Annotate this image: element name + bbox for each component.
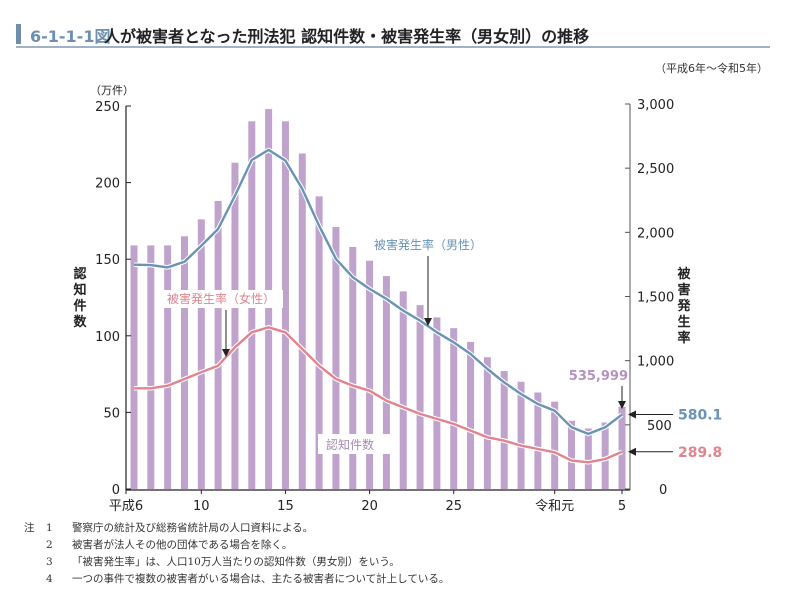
arrow-head-icon	[424, 318, 432, 326]
right-axis-label: 生	[677, 314, 690, 330]
bar-21	[382, 276, 390, 489]
left-axis-label: 知	[73, 282, 86, 298]
left-tick-label: 0	[112, 483, 120, 498]
note-text: 一つの事件で複数の被害者がいる場合は、主たる被害者について計上している。	[72, 573, 450, 585]
bar-16	[298, 153, 306, 489]
bar-28	[500, 371, 508, 489]
bar-30	[534, 392, 542, 489]
note-row: 3 「被害発生率」は、人口10万人当たりの認知件数（男女別）をいう。	[24, 554, 449, 571]
bar-22	[399, 291, 407, 489]
bar-7	[147, 245, 155, 489]
x-tick-label: 25	[445, 499, 462, 514]
left-tick-label: 150	[95, 253, 120, 268]
bar-8	[164, 245, 172, 489]
bar-26	[467, 341, 475, 489]
left-axis-unit: （万件）	[90, 84, 134, 97]
right-tick-label: 3,000	[637, 98, 674, 113]
left-tick-label: 250	[95, 100, 120, 115]
bar-12	[231, 162, 239, 489]
bar-18	[332, 227, 340, 489]
note-number: 3	[46, 556, 53, 568]
bar-15	[281, 121, 289, 489]
note-text: 警察庁の統計及び総務省統計局の人口資料による。	[72, 522, 314, 534]
bar-3	[584, 428, 592, 489]
x-tick-label: 令和元	[535, 499, 574, 514]
note-row: 2 被害者が法人その他の団体である場合を除く。	[24, 537, 449, 554]
right-tick-label: 2,500	[637, 162, 674, 177]
right-axis-label: 発	[676, 298, 691, 314]
bar-10	[197, 219, 205, 490]
male-series-label: 被害発生率（男性）	[374, 237, 482, 252]
x-tick-label: 20	[361, 499, 378, 514]
note-text: 被害者が法人その他の団体である場合を除く。	[72, 539, 293, 551]
x-tick-label: 10	[193, 499, 210, 514]
bar-4	[601, 422, 609, 489]
right-tick-label: 2,000	[637, 226, 674, 241]
note-row: 注 1 警察庁の統計及び総務省統計局の人口資料による。	[24, 520, 449, 537]
title-marker	[16, 24, 21, 44]
left-tick-label: 50	[103, 406, 120, 421]
right-tick-label: 0	[659, 483, 667, 498]
right-tick-label: 500	[647, 419, 672, 434]
female-latest-value: 289.8	[678, 445, 722, 461]
male-latest-value: 580.1	[678, 408, 722, 424]
bar-11	[214, 200, 222, 489]
bar-令和元	[551, 401, 559, 489]
figure-title: 人が被害者となった刑法犯 認知件数・被害発生率（男女別）の推移	[104, 27, 590, 46]
right-tick-label: 1,500	[637, 291, 674, 306]
bar-17	[315, 196, 323, 489]
notes: 注 1 警察庁の統計及び総務省統計局の人口資料による。 2 被害者が法人その他の団体で…	[24, 520, 449, 588]
bars-latest-value: 535,999	[569, 369, 628, 384]
bar-19	[349, 246, 357, 489]
female-label-bg	[163, 290, 283, 308]
bar-2	[568, 420, 576, 489]
bar-25	[450, 328, 458, 489]
figure-number: 6-1-1-1図	[30, 27, 111, 46]
bar-23	[416, 305, 424, 489]
right-axis-label: 率	[677, 330, 690, 346]
note-row: 4 一つの事件で複数の被害者がいる場合は、主たる被害者について計上している。	[24, 571, 449, 588]
bar-9	[180, 236, 188, 489]
note-number: 4	[46, 573, 53, 585]
bar-label-bg	[318, 434, 390, 454]
bar-series-label: 認知件数	[326, 437, 374, 452]
arrow-head-icon	[628, 447, 636, 456]
period-label: （平成6年～令和5年）	[655, 62, 768, 75]
female-rate-line	[134, 326, 623, 464]
male-rate-line	[133, 148, 623, 436]
x-tick-label: 平成6	[109, 499, 143, 514]
right-axis-label: 被	[676, 266, 691, 282]
bar-24	[433, 317, 441, 489]
x-tick-label: 15	[277, 499, 294, 514]
bar-27	[483, 357, 491, 489]
figure-title-bar: 6-1-1-1図 人が被害者となった刑法犯 認知件数・被害発生率（男女別）の推移	[16, 22, 770, 48]
note-text: 「被害発生率」は、人口10万人当たりの認知件数（男女別）をいう。	[72, 556, 400, 568]
male-label-bg	[370, 236, 484, 253]
right-axis-label: 害	[677, 282, 690, 298]
left-axis-label: 件	[73, 298, 86, 314]
bar-平成6	[130, 245, 138, 489]
note-head: 注	[24, 522, 35, 534]
left-axis-label: 認	[73, 266, 86, 282]
left-tick-label: 200	[95, 177, 120, 192]
left-tick-label: 100	[95, 330, 120, 345]
bar-20	[366, 260, 374, 489]
right-tick-label: 1,000	[637, 355, 674, 370]
arrow-head-icon	[628, 410, 636, 419]
left-axis-label: 数	[73, 314, 87, 330]
arrow-head-icon	[222, 349, 230, 357]
female-series-label: 被害発生率（女性）	[167, 291, 275, 306]
x-tick-label: 5	[618, 499, 626, 514]
note-number: 2	[46, 539, 53, 551]
note-number: 1	[46, 522, 53, 534]
bar-5	[618, 406, 626, 489]
bar-29	[517, 381, 525, 489]
arrow-head-icon	[618, 401, 626, 409]
